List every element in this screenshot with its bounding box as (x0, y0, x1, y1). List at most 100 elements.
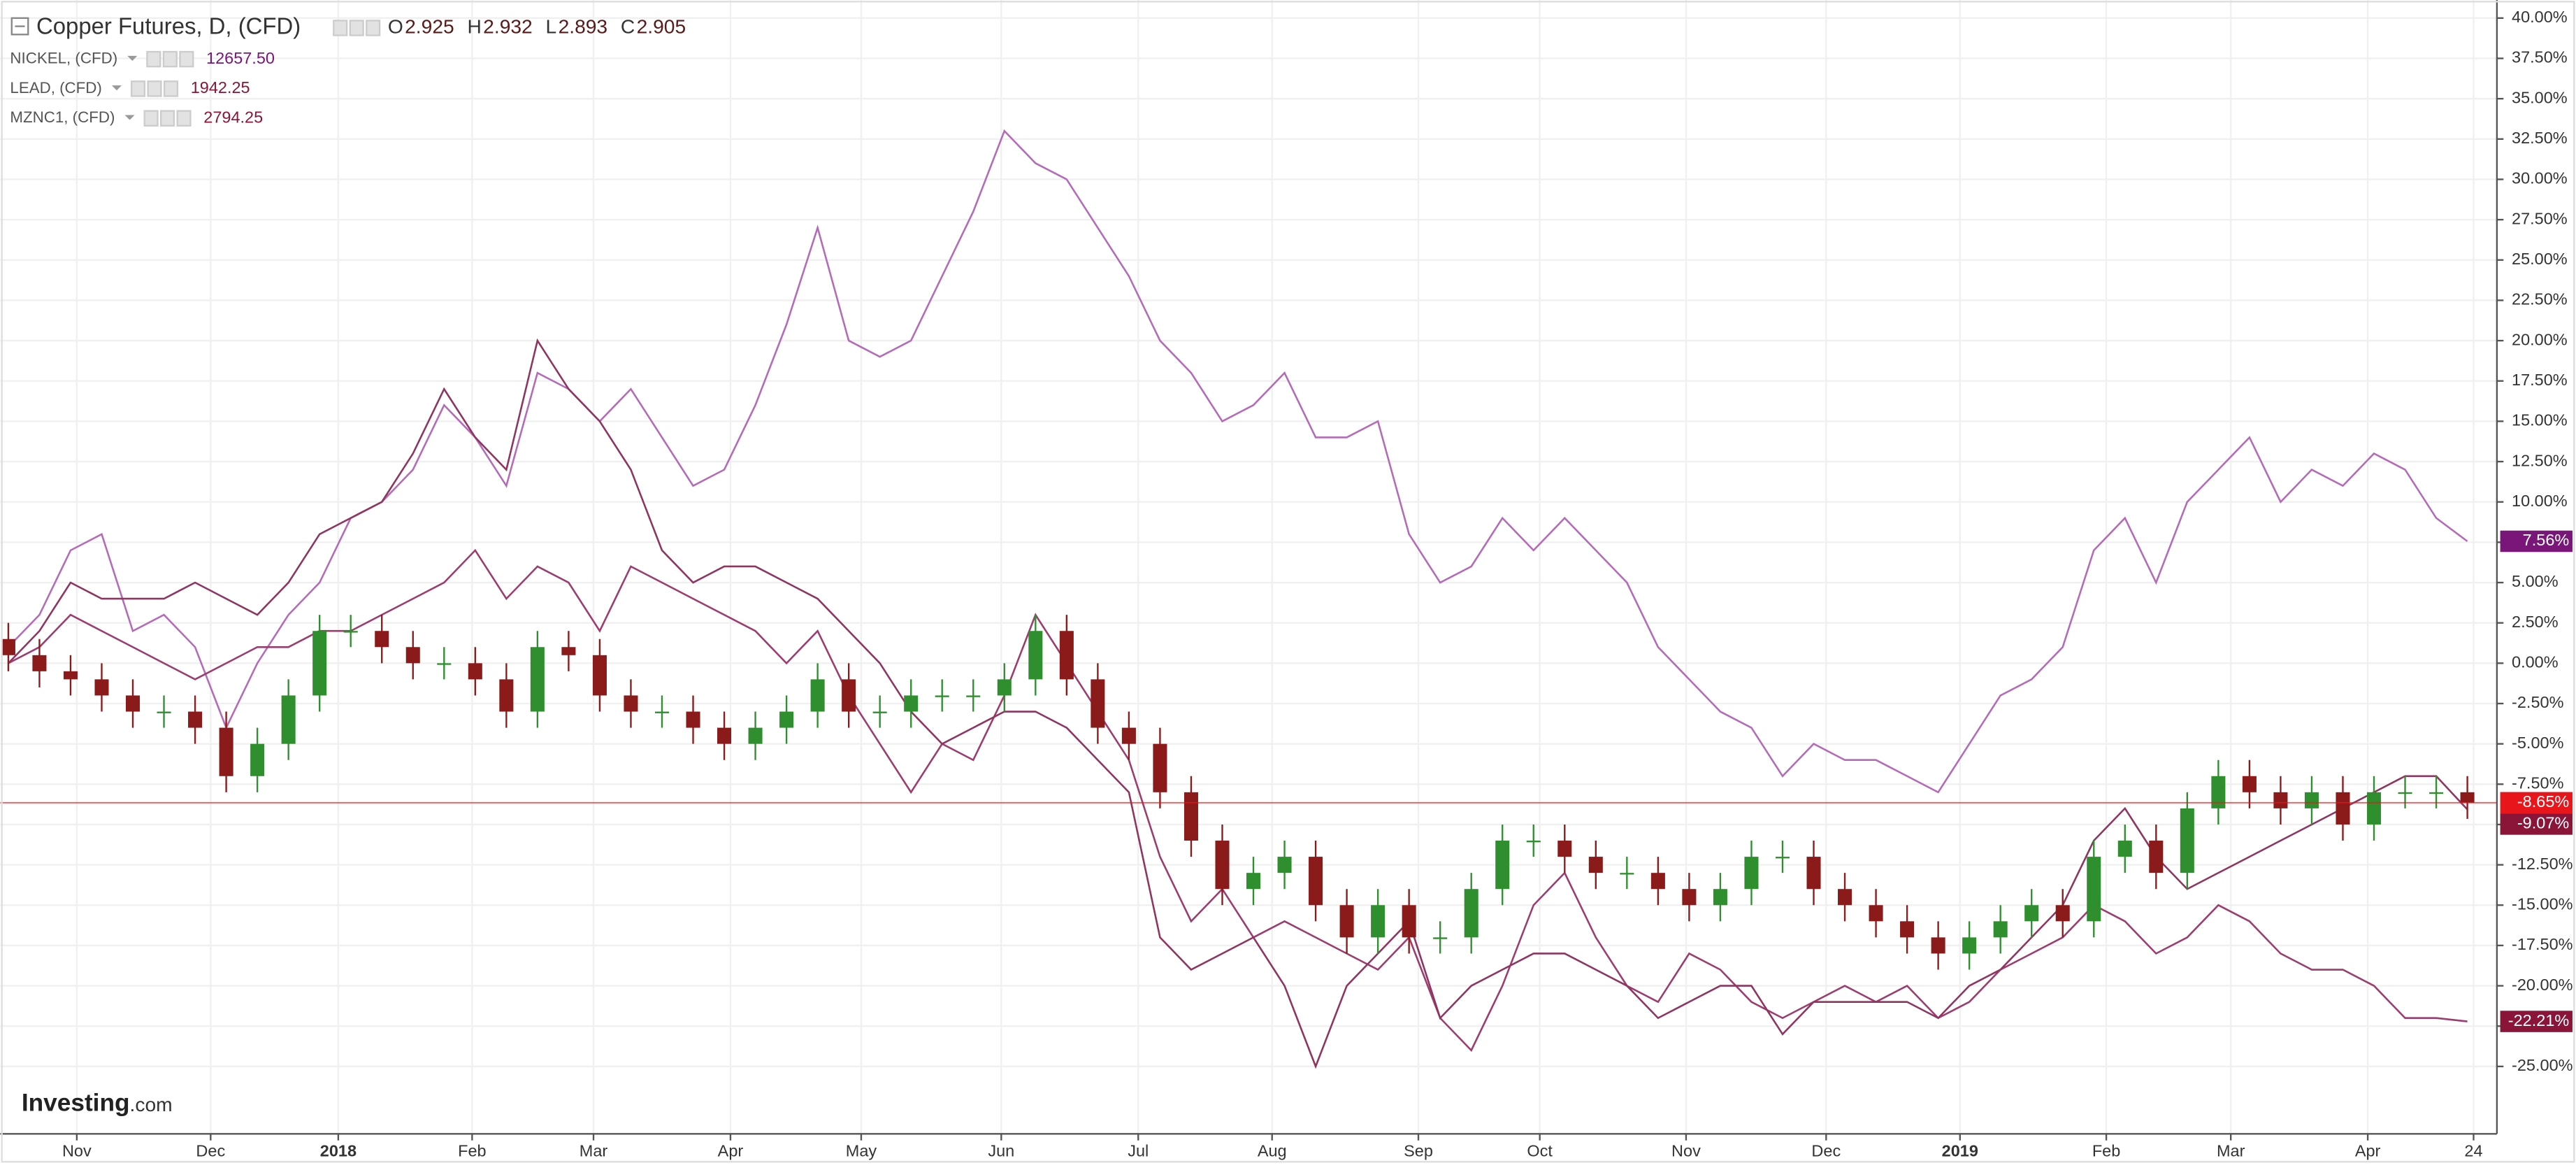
candle-body (2211, 776, 2226, 808)
axis-labels: -25.00%-22.50%-20.00%-17.50%-15.00%-12.5… (22, 8, 2573, 1160)
x-tick-label: Nov (62, 1141, 92, 1160)
candle-body (94, 679, 109, 696)
last-value-label: -8.65% (2517, 792, 2570, 811)
last-value-badge (2500, 813, 2573, 835)
ohlc-label: O (388, 15, 403, 37)
ohlc-value: 2.905 (637, 15, 686, 37)
candle-body (1402, 905, 1416, 938)
candle-body (2180, 808, 2194, 873)
candle-body (2398, 792, 2412, 794)
legend-icon[interactable] (146, 50, 161, 68)
y-tick-label: 25.00% (2512, 250, 2568, 268)
legend-icon[interactable] (333, 20, 348, 36)
legend-dropdown[interactable] (127, 55, 138, 61)
legend-icon[interactable] (349, 20, 364, 36)
candle-body (1371, 905, 1386, 938)
candle-body (2055, 905, 2070, 922)
legend-label: NICKEL, (CFD) (10, 49, 117, 66)
x-tick-label: May (846, 1141, 877, 1160)
y-tick-label: 27.50% (2512, 209, 2568, 227)
y-tick-label: 10.00% (2512, 492, 2568, 510)
candle-body (1215, 841, 1230, 890)
y-tick-label: -7.50% (2512, 774, 2564, 792)
legend-icon[interactable] (147, 80, 162, 97)
plot (0, 129, 2497, 1069)
candle-body (2117, 841, 2132, 857)
candle-body (405, 647, 420, 664)
candle-body (748, 727, 763, 744)
candle-body (1121, 727, 1136, 744)
y-tick-label: -15.00% (2512, 894, 2573, 913)
y-tick-label: -17.50% (2512, 935, 2573, 953)
y-tick-label: -5.00% (2512, 734, 2564, 752)
candle-body (281, 695, 296, 744)
candle-body (1900, 921, 1915, 938)
legend-value: 1942.25 (191, 78, 250, 97)
candle-body (810, 679, 825, 712)
ohlc-value: 2.893 (559, 15, 608, 37)
legend-value: 2794.25 (203, 108, 263, 126)
candle-body (437, 663, 452, 665)
legend-label: MZNC1, (CFD) (10, 108, 115, 126)
legend-icon[interactable] (162, 50, 178, 68)
candle-body (654, 711, 669, 713)
candle-body (1682, 889, 1697, 906)
y-tick-label: 12.50% (2512, 451, 2568, 469)
legend-value: 12657.50 (206, 49, 275, 67)
y-tick-label: 15.00% (2512, 411, 2568, 429)
candle-body (1806, 857, 1821, 890)
candle-body (32, 655, 47, 671)
candle-body (1495, 841, 1510, 890)
candle-body (1931, 937, 1945, 954)
x-tick-label: Nov (1671, 1141, 1701, 1160)
legend-dropdown[interactable] (111, 85, 122, 91)
legend-dropdown[interactable] (124, 115, 135, 120)
y-tick-label: 40.00% (2512, 8, 2568, 26)
legend-icon[interactable] (130, 80, 146, 97)
candle-body (530, 647, 545, 712)
legend-icon[interactable] (179, 50, 194, 68)
candle-body (1339, 905, 1354, 938)
candle-body (2366, 792, 2382, 825)
legend-icon[interactable] (176, 110, 192, 127)
candle-body (250, 743, 265, 776)
candle-body (312, 631, 327, 696)
legend-icon[interactable] (143, 110, 159, 127)
y-tick-label: 0.00% (2512, 653, 2559, 671)
candle-body (2087, 857, 2101, 922)
x-tick-label: Sep (1404, 1141, 1433, 1160)
last-value-label: 7.56% (2523, 531, 2570, 549)
x-tick-label: Mar (580, 1141, 608, 1160)
legend-icon[interactable] (366, 20, 381, 36)
candle-body (125, 695, 141, 712)
candle-body (561, 647, 576, 655)
candle-body (343, 631, 358, 633)
candle-body (1588, 857, 1603, 873)
candle-body (1153, 743, 1167, 792)
y-tick-label: -2.50% (2512, 693, 2564, 711)
candle-body (1433, 937, 1448, 939)
collapse-icon[interactable] (10, 17, 29, 36)
y-tick-label: 37.50% (2512, 48, 2568, 66)
candle-body (1464, 889, 1478, 938)
candle-body (935, 695, 949, 697)
y-tick-label: 30.00% (2512, 169, 2568, 187)
legend-icon[interactable] (160, 110, 175, 127)
candle-body (966, 695, 981, 697)
last-value-badge (2500, 792, 2573, 814)
candle-body (624, 695, 638, 712)
candle-body (842, 679, 856, 712)
x-tick-label: 24 (2464, 1141, 2482, 1160)
candle-body (63, 671, 78, 680)
candle-body (1557, 841, 1572, 857)
candle-body (872, 711, 887, 713)
candle-body (2460, 792, 2475, 803)
legend-icon[interactable] (163, 80, 179, 97)
candle-body (219, 727, 233, 776)
x-tick-label: 2018 (320, 1141, 357, 1160)
x-tick-label: Apr (2355, 1141, 2381, 1160)
candle-body (1869, 905, 1883, 922)
